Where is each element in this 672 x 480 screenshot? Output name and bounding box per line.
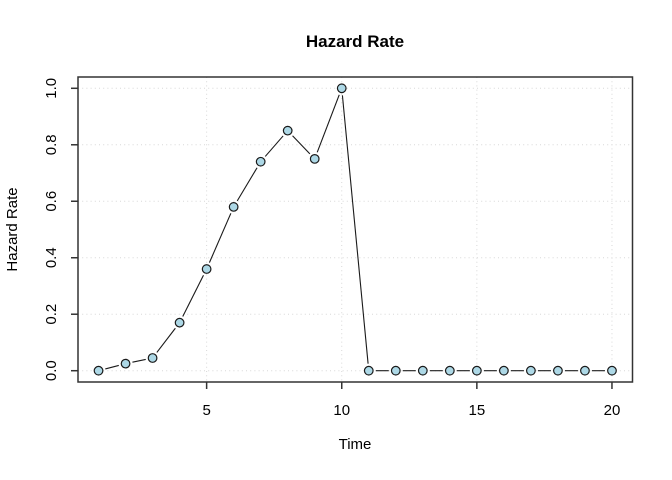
data-point [228, 202, 239, 212]
y-tick-label: 1.0 [43, 78, 60, 99]
y-tick-label: 0.2 [43, 304, 60, 325]
data-point [120, 358, 131, 369]
series-segment [208, 213, 232, 263]
data-point [336, 83, 347, 94]
y-tick-label: 0.4 [43, 247, 60, 268]
data-point [390, 365, 401, 376]
data-point [607, 365, 617, 376]
data-point [363, 365, 374, 376]
series-segment [105, 364, 119, 370]
x-tick-label: 15 [469, 402, 486, 419]
data-point [201, 264, 212, 274]
series-segment [341, 95, 369, 364]
x-tick-label: 20 [604, 402, 621, 419]
y-tick-label: 0.8 [43, 134, 60, 155]
x-tick-label: 10 [333, 402, 350, 419]
series-segment [292, 135, 311, 155]
tick-layer: 5 10 15 20 0.0 0.2 0.4 0.6 0.8 1.0 [43, 78, 620, 419]
series-segment [264, 135, 284, 157]
series-segment [132, 358, 146, 363]
data-point [147, 353, 158, 363]
data-point [580, 365, 590, 376]
series-segment [182, 275, 204, 317]
data-point [309, 153, 320, 164]
data-point [444, 365, 455, 376]
data-point [471, 365, 482, 376]
data-point [525, 365, 536, 376]
data-point [417, 365, 428, 376]
data-point [282, 125, 293, 136]
series-segment [156, 327, 176, 353]
series-segment [236, 167, 258, 202]
chart-title: Hazard Rate [306, 32, 404, 51]
data-point [93, 365, 104, 376]
data-point [498, 365, 509, 376]
y-tick-label: 0.6 [43, 191, 60, 212]
y-tick-label: 0.0 [43, 360, 60, 381]
series-segment [316, 94, 340, 153]
x-tick-label: 5 [202, 402, 210, 419]
y-axis-label: Hazard Rate [4, 187, 21, 271]
series-layer [93, 83, 617, 376]
plot-frame [77, 76, 634, 383]
data-point [255, 156, 266, 167]
x-axis-label: Time [339, 436, 372, 453]
data-point [553, 365, 563, 376]
data-point [174, 317, 185, 328]
